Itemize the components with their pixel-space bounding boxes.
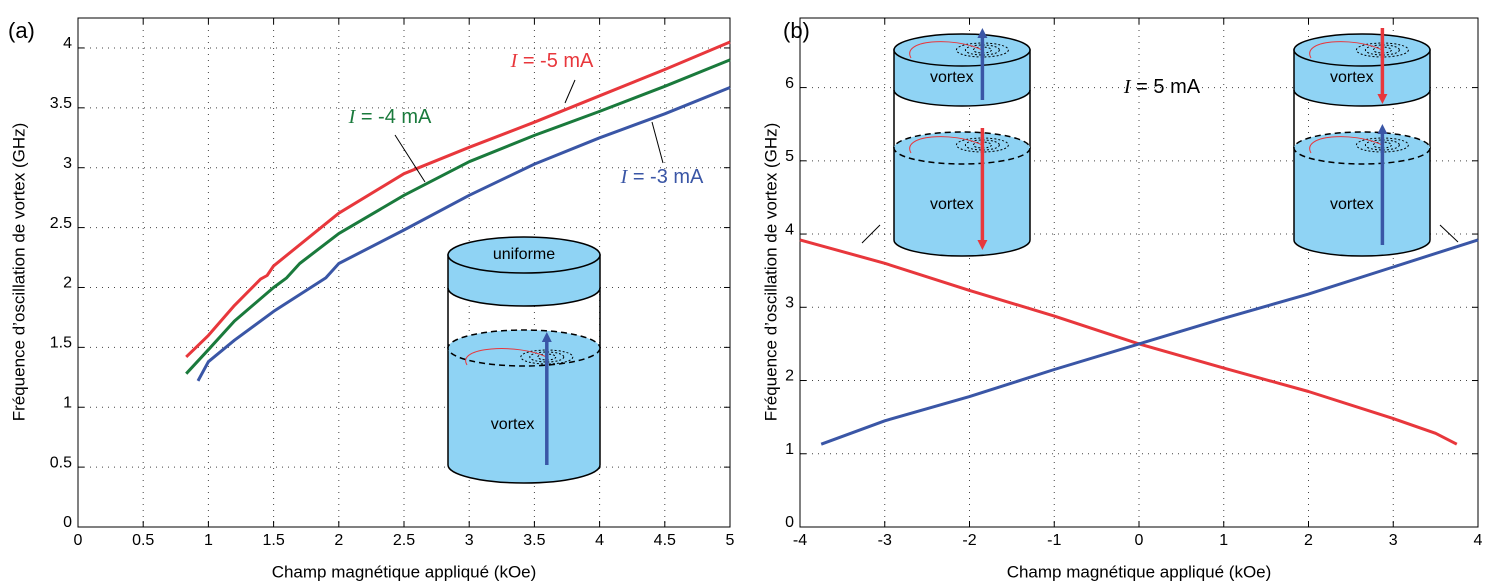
leader-line (394, 134, 426, 183)
annotation: I = 5 mA (1123, 76, 1201, 99)
x-tick-label: 4.5 (654, 532, 676, 549)
y-tick-label: 6 (785, 75, 794, 92)
inset-label: vortex (1330, 196, 1374, 213)
vortex-core (955, 42, 1009, 58)
y-tick-label: 2 (63, 275, 72, 292)
series-line (196, 86, 731, 382)
series-line (820, 238, 1479, 446)
inset-label: vortex (930, 196, 974, 213)
vortex-core (955, 137, 1009, 153)
spin-arrow-head (1377, 94, 1388, 104)
leader-line (861, 224, 881, 244)
series-line (185, 58, 731, 375)
y-tick-label: 5 (785, 148, 794, 165)
cylinder-top (893, 131, 1031, 165)
cylinder-top (447, 236, 601, 274)
x-tick-label: -4 (793, 532, 807, 549)
spin-arrow-head (977, 240, 988, 250)
y-tick-label: 0.5 (50, 454, 72, 471)
x-tick-label: -3 (878, 532, 892, 549)
series-label: I = -4 mA (348, 106, 432, 129)
plot-frame (799, 17, 1479, 528)
vortex-spiral (1309, 136, 1383, 154)
x-tick-label: 5 (726, 532, 735, 549)
vortex-core (1364, 139, 1400, 151)
x-tick-label: 4 (1474, 532, 1483, 549)
x-tick-label: 1 (204, 532, 213, 549)
vortex-core (529, 351, 565, 363)
cylinder-top (447, 329, 601, 367)
x-tick-label: 3 (465, 532, 474, 549)
y-tick-label: 1 (63, 394, 72, 411)
x-tick-label: 0.5 (132, 532, 154, 549)
series-label: I = -3 mA (620, 166, 704, 189)
y-tick-label: 2 (785, 368, 794, 385)
vortex-spiral (1309, 41, 1383, 59)
y-tick-label: 1.5 (50, 335, 72, 352)
vortex-spiral (909, 41, 983, 59)
plot-frame (77, 17, 731, 528)
y-axis-label: Fréquence d’oscillation de vortex (GHz) (761, 123, 780, 422)
inset-label: uniforme (493, 246, 555, 263)
spin-arrow-head (1377, 124, 1388, 134)
x-tick-label: 1 (1219, 532, 1228, 549)
vortex-core (1355, 137, 1409, 153)
leader-line (1439, 224, 1459, 243)
y-tick-label: 3.5 (50, 95, 72, 112)
inset-schematic: vortex vortex (893, 28, 1031, 257)
cylinder-body (893, 147, 1031, 257)
x-tick-label: -1 (1047, 532, 1061, 549)
y-tick-label: 0 (785, 514, 794, 531)
vortex-core (1364, 44, 1400, 56)
x-tick-label: 4 (595, 532, 604, 549)
x-tick-label: 2 (334, 532, 343, 549)
y-tick-label: 3 (63, 155, 72, 172)
y-axis-label: Fréquence d’oscillation de vortex (GHz) (9, 123, 28, 422)
series-label: I = -5 mA (510, 50, 594, 73)
vortex-core (520, 349, 574, 365)
cylinder-top (893, 33, 1031, 67)
x-tick-label: 2.5 (393, 532, 415, 549)
x-tick-label: 2 (1304, 532, 1313, 549)
y-tick-label: 1 (785, 441, 794, 458)
x-tick-label: 0 (1135, 532, 1144, 549)
cylinder-top (1293, 33, 1431, 67)
cylinder-body (447, 347, 601, 484)
panel-label: (a) (8, 18, 35, 43)
cylinder-body (1293, 147, 1431, 257)
spin-arrow-head (541, 332, 552, 342)
vortex-spiral (465, 348, 548, 366)
inset-label: vortex (491, 416, 535, 433)
inset-schematic: vortex vortex (1293, 28, 1431, 257)
spin-arrow-head (977, 28, 988, 38)
y-tick-label: 0 (63, 514, 72, 531)
x-tick-label: -2 (962, 532, 976, 549)
leader-line (564, 79, 576, 104)
x-axis-label: Champ magnétique appliqué (kOe) (1007, 562, 1272, 581)
x-tick-label: 0 (74, 532, 83, 549)
series-line (185, 40, 731, 358)
leader-line (651, 121, 664, 164)
x-tick-label: 3 (1389, 532, 1398, 549)
vortex-core (964, 139, 1000, 151)
y-tick-label: 3 (785, 295, 794, 312)
inset-schematic: uniforme vortex (447, 236, 601, 484)
series-line (799, 238, 1458, 446)
y-tick-label: 2.5 (50, 215, 72, 232)
vortex-core (1355, 42, 1409, 58)
x-tick-label: 3.5 (523, 532, 545, 549)
x-tick-label: 1.5 (262, 532, 284, 549)
inset-label: vortex (930, 69, 974, 86)
cylinder-top (1293, 131, 1431, 165)
panel-label: (b) (783, 18, 810, 43)
vortex-spiral (909, 136, 983, 154)
x-axis-label: Champ magnétique appliqué (kOe) (272, 562, 537, 581)
y-tick-label: 4 (785, 221, 794, 238)
y-tick-label: 4 (63, 35, 72, 52)
vortex-core (964, 44, 1000, 56)
inset-label: vortex (1330, 69, 1374, 86)
